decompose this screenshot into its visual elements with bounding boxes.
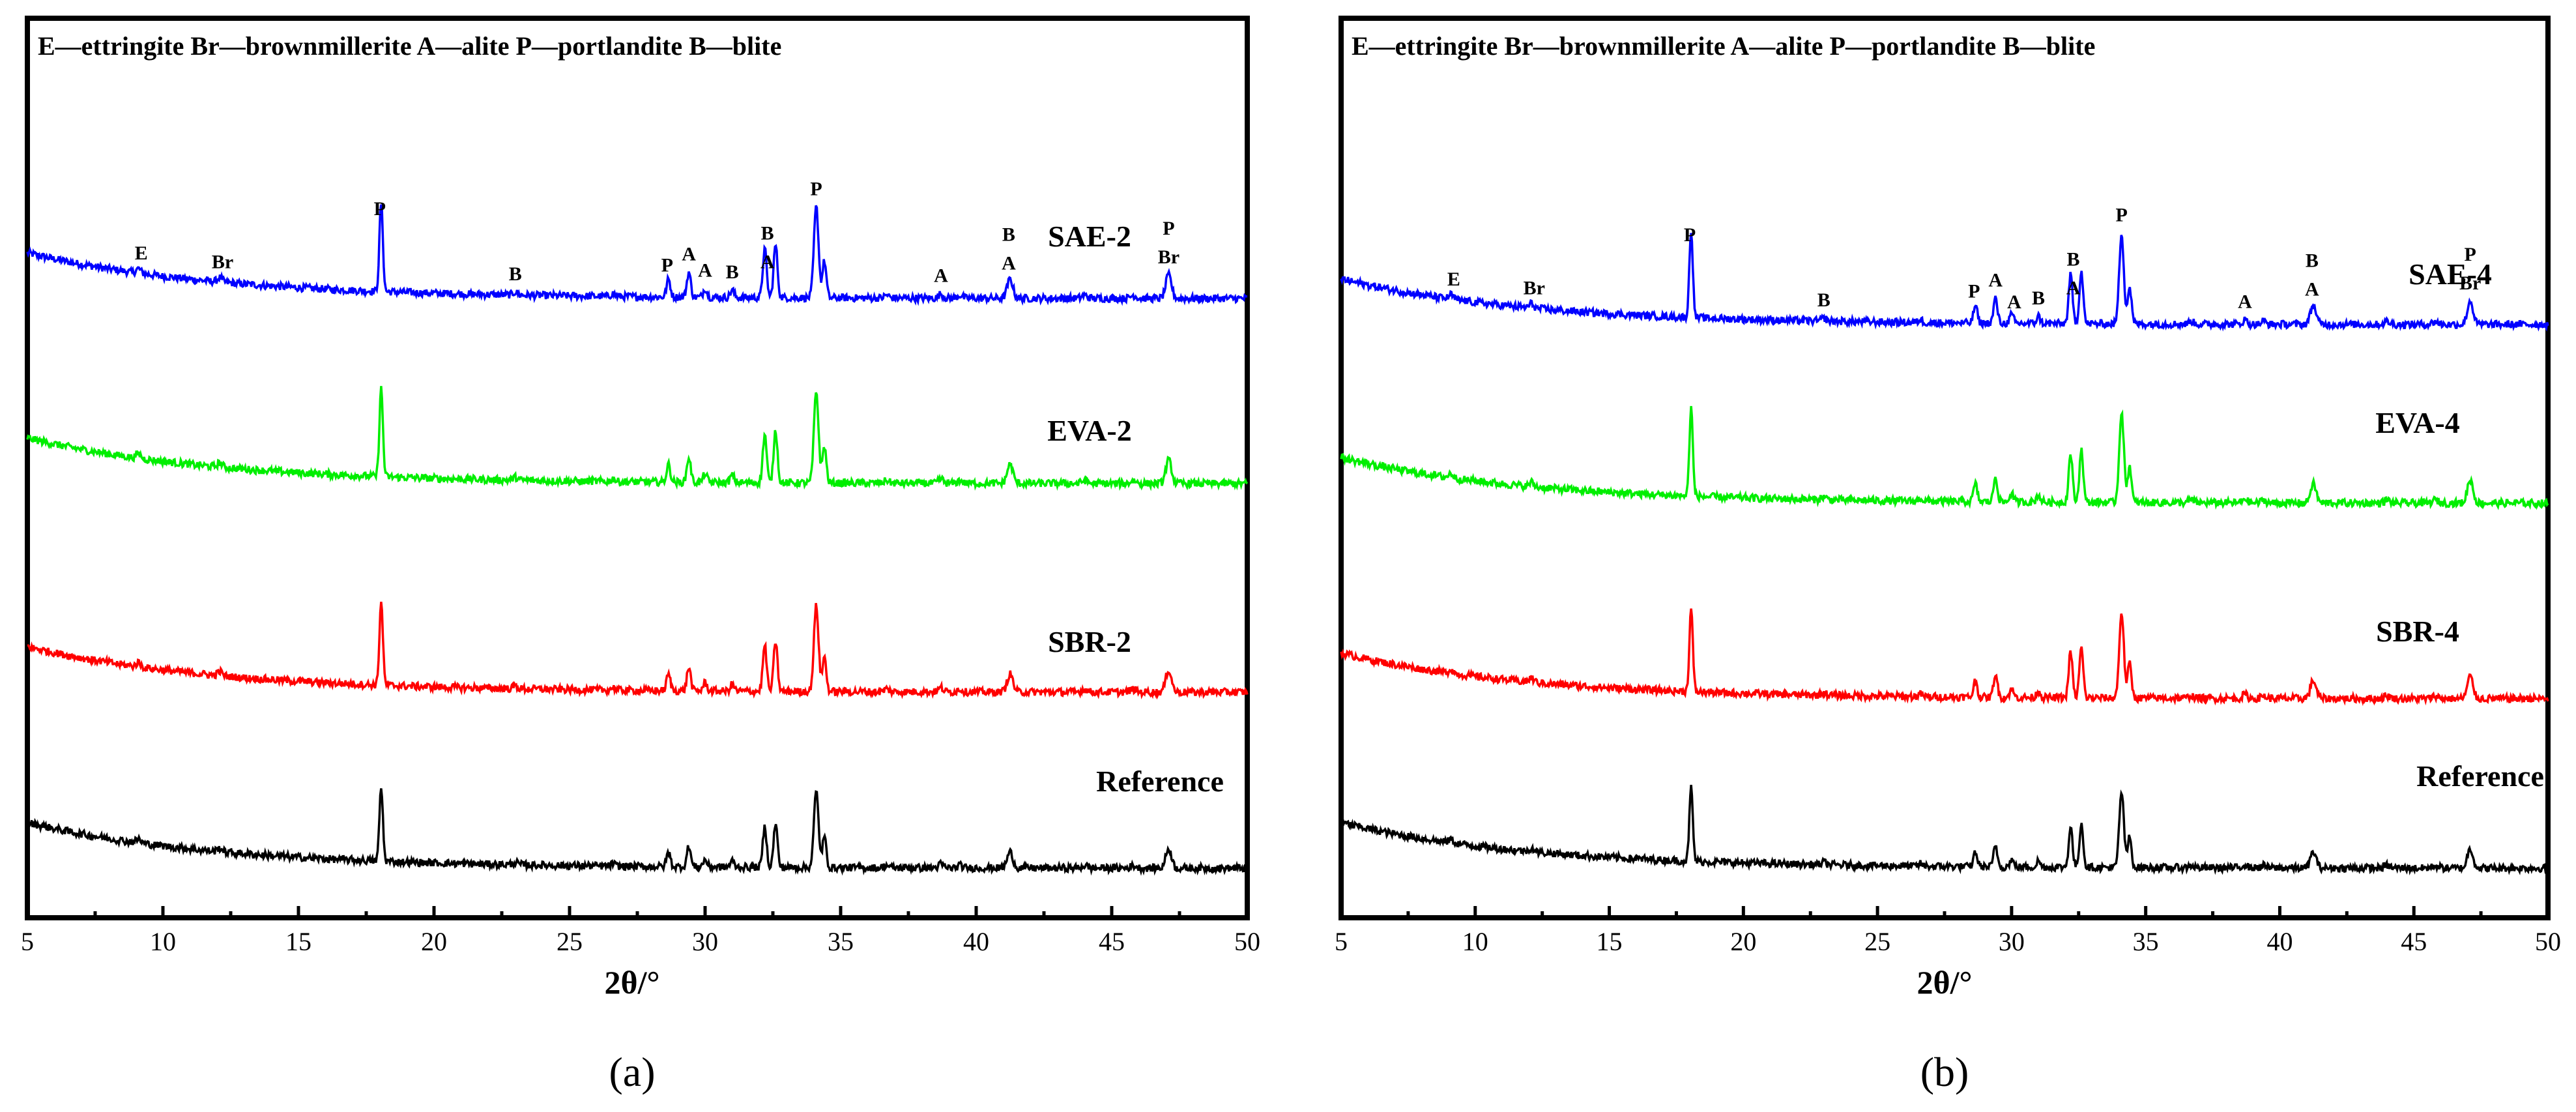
series-label: SBR-2 — [1048, 625, 1131, 658]
peak-label: P — [374, 198, 386, 220]
series-line-sae-4 — [1340, 233, 2549, 332]
x-tick-label: 10 — [1462, 927, 1488, 956]
x-tick-label: 45 — [2401, 927, 2427, 956]
peak-label: P — [1684, 224, 1696, 246]
peak-label: P — [2115, 204, 2127, 226]
peak-label: B — [2067, 248, 2080, 270]
peak-label: B — [1817, 289, 1831, 311]
x-axis-title: 2θ/° — [605, 964, 660, 1001]
series-label: Reference — [2416, 759, 2544, 793]
x-tick-label: 50 — [1234, 927, 1260, 956]
peak-label: B — [726, 261, 739, 283]
series-line-sbr-2 — [27, 602, 1249, 700]
panel-label: (a) — [609, 1049, 655, 1095]
peak-label: A — [1988, 270, 2003, 291]
x-tick-label: 35 — [2133, 927, 2159, 956]
x-tick-label: 5 — [21, 927, 34, 956]
peak-label: A — [2238, 291, 2252, 313]
series-line-eva-2 — [26, 386, 1249, 491]
series-line-sbr-4 — [1340, 608, 2549, 707]
panel-label: (b) — [1920, 1049, 1969, 1095]
peak-label: A — [934, 265, 948, 287]
x-tick-label: 25 — [1864, 927, 1890, 956]
x-tick-label: 15 — [285, 927, 311, 956]
series-line-reference — [1340, 784, 2549, 876]
traces — [26, 204, 1249, 876]
chart-panel-a: E—ettringite Br—brownmillerite A—alite P… — [21, 16, 1260, 1095]
chart-panel-b: E—ettringite Br—brownmillerite A—alite P… — [1335, 16, 2561, 1095]
peak-label: P — [810, 178, 822, 199]
peak-label: B — [509, 263, 522, 285]
peak-label: A — [1002, 252, 1016, 274]
x-axis-ticks: 5 10 15 20 25 30 35 40 45 50 — [1335, 906, 2561, 956]
series-line-sae-2 — [26, 204, 1247, 306]
x-tick-label: 30 — [692, 927, 718, 956]
peak-label: A — [682, 244, 696, 265]
peak-label: E — [135, 242, 148, 264]
x-axis-ticks: 5 10 15 20 25 30 35 40 45 50 — [21, 906, 1260, 956]
peak-label: P — [1968, 281, 1980, 302]
x-tick-label: 10 — [150, 927, 176, 956]
series-label: SAE-4 — [2409, 257, 2492, 291]
x-tick-label: 50 — [2535, 927, 2561, 956]
series-labels: SAE-4 EVA-4 SBR-4 Reference — [2375, 257, 2544, 793]
series-line-eva-4 — [1340, 405, 2549, 510]
x-tick-label: 20 — [1730, 927, 1756, 956]
plot-frame — [1339, 16, 2551, 920]
series-label: EVA-4 — [2375, 406, 2460, 439]
series-label: EVA-2 — [1047, 414, 1132, 447]
peak-label: A — [2305, 278, 2319, 300]
x-tick-label: 15 — [1597, 927, 1623, 956]
peak-label: B — [1002, 224, 1015, 245]
series-label: SBR-4 — [2376, 615, 2459, 648]
peak-label: P — [1163, 218, 1174, 239]
peak-label: A — [2007, 291, 2021, 313]
peak-label: A — [760, 251, 775, 272]
legend-text: E—ettringite Br—brownmillerite A—alite P… — [38, 31, 781, 61]
peak-label: P — [661, 255, 673, 276]
series-label: SAE-2 — [1048, 220, 1131, 253]
series-label: Reference — [1096, 765, 1224, 798]
peak-label: B — [2306, 250, 2319, 271]
peak-label: P — [2464, 244, 2476, 265]
peak-label: A — [698, 260, 712, 282]
x-tick-label: 5 — [1335, 927, 1348, 956]
x-tick-label: 45 — [1099, 927, 1125, 956]
peak-label: Br — [1524, 278, 1545, 299]
x-tick-label: 30 — [1999, 927, 2025, 956]
peak-label: B — [2032, 287, 2045, 309]
peak-label: B — [761, 222, 774, 244]
peak-label: Br — [1158, 246, 1179, 268]
series-labels: SAE-2 EVA-2 SBR-2 Reference — [1047, 220, 1224, 798]
peak-label: Br — [212, 252, 233, 273]
x-tick-label: 35 — [828, 927, 854, 956]
x-tick-label: 40 — [2266, 927, 2293, 956]
traces — [1340, 233, 2549, 876]
legend-text: E—ettringite Br—brownmillerite A—alite P… — [1352, 31, 2095, 61]
series-line-reference — [26, 788, 1249, 876]
x-tick-label: 40 — [963, 927, 989, 956]
peak-label: E — [1447, 269, 1460, 290]
peak-label: Br — [2459, 272, 2481, 294]
peak-label: A — [2066, 277, 2081, 299]
x-tick-label: 20 — [421, 927, 447, 956]
x-tick-label: 25 — [557, 927, 583, 956]
x-axis-title: 2θ/° — [1917, 964, 1973, 1001]
